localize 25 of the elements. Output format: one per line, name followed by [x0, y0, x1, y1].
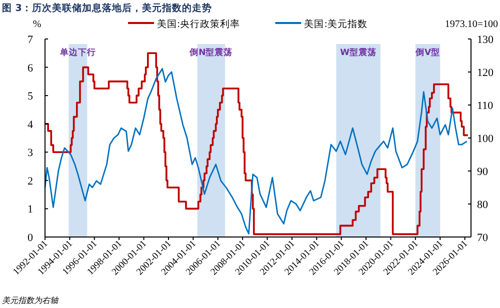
band-label: 倒V型: [414, 47, 440, 58]
chart-title: 图 3：历次美联储加息落地后，美元指数的走势: [2, 2, 212, 14]
band-label: 单边下行: [58, 47, 96, 58]
y-tick-label: 7: [28, 34, 34, 46]
band-label: 倒N型震荡: [188, 47, 233, 58]
band-label: W型震荡: [340, 47, 377, 58]
y-tick-label: 2: [28, 175, 33, 188]
y2-tick-label: 120: [477, 67, 494, 79]
y-tick-label: 1: [28, 204, 33, 216]
y2-tick-label: 100: [477, 133, 494, 145]
y-axis-title: %: [32, 19, 42, 30]
y2-tick-label: 80: [477, 199, 488, 211]
legend-label: 美国:美元指数: [304, 18, 368, 30]
y2-axis-title: 1973.10=100: [444, 19, 498, 30]
y2-tick-label: 90: [477, 166, 488, 178]
text: 美元指数为右轴: [2, 296, 59, 305]
y-tick-label: 0: [28, 232, 34, 244]
y-tick-label: 6: [28, 62, 34, 74]
y-tick-label: 5: [28, 90, 34, 103]
y2-tick-label: 70: [477, 232, 488, 244]
y2-tick-label: 130: [477, 34, 494, 46]
y-tick-label: 4: [28, 118, 34, 131]
y2-tick-label: 110: [477, 100, 494, 112]
y-tick-label: 3: [28, 147, 34, 160]
legend-label: 美国:央行政策利率: [157, 18, 240, 30]
